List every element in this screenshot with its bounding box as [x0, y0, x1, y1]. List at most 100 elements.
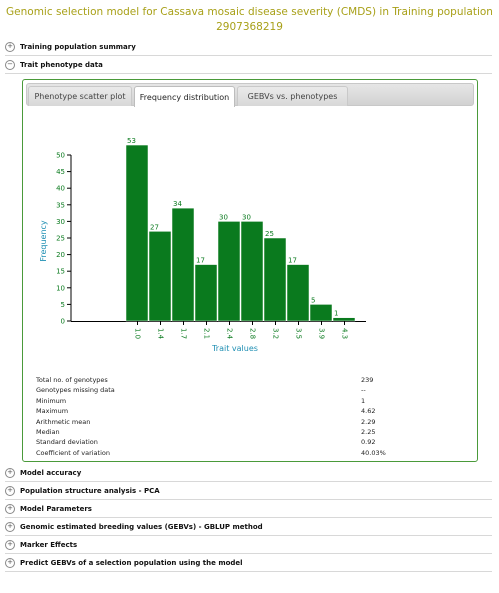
stat-label: Minimum: [36, 396, 67, 405]
plus-circle-icon: +: [5, 485, 15, 496]
stats-table: Total no. of genotypes 239 Genotypes missi…: [36, 376, 436, 459]
stat-row: Arithmetic mean 2.29: [36, 418, 436, 428]
section-training-summary-label: Training population summary: [20, 42, 136, 51]
section-model-parameters[interactable]: + Model Parameters: [5, 500, 492, 518]
plus-circle-icon: +: [5, 503, 15, 514]
bar-value-label: 5: [311, 296, 315, 304]
y-tick-label: 0: [61, 318, 65, 326]
section-gebvs-label: Genomic estimated breeding values (GEBVs…: [20, 522, 263, 531]
bar-value-label: 17: [196, 257, 205, 265]
x-tick-label: 3.9: [318, 328, 326, 339]
y-tick-label: 35: [56, 201, 65, 209]
tab-frequency-distribution[interactable]: Frequency distribution: [134, 86, 235, 107]
x-tick-label: 2.8: [249, 328, 257, 339]
bar: [286, 264, 310, 322]
y-tick-label: 20: [56, 251, 65, 259]
section-model-accuracy[interactable]: + Model accuracy: [5, 464, 492, 482]
bar-value-label: 30: [219, 213, 228, 221]
section-model-accuracy-label: Model accuracy: [20, 468, 82, 477]
stat-row: Total no. of genotypes 239: [36, 376, 436, 386]
bar: [309, 304, 333, 322]
bar-value-label: 53: [127, 137, 136, 145]
stat-value: 2.25: [361, 427, 376, 436]
plus-circle-icon: +: [5, 41, 15, 52]
x-tick-label: 2.1: [203, 328, 211, 339]
section-trait-phenotype[interactable]: − Trait phenotype data: [5, 56, 492, 74]
bar: [217, 221, 241, 322]
bar-value-label: 1: [334, 310, 338, 318]
x-tick-label: 2.4: [226, 328, 234, 340]
stat-label: Genotypes missing data: [36, 386, 115, 395]
x-tick-label: 3.5: [295, 328, 303, 339]
section-predict-gebvs-label: Predict GEBVs of a selection population …: [20, 558, 243, 567]
bar: [148, 231, 172, 322]
bar: [171, 207, 195, 322]
y-tick-label: 15: [56, 268, 65, 276]
page-title: Genomic selection model for Cassava mosa…: [0, 5, 499, 35]
stat-row: Median 2.25: [36, 428, 436, 438]
bar: [240, 221, 264, 322]
minus-circle-icon: −: [5, 59, 15, 70]
y-axis-title: Frequency: [39, 220, 48, 262]
x-tick-label: 1.7: [180, 328, 188, 339]
stat-label: Coefficient of variation: [36, 448, 110, 457]
stat-row: Standard deviation 0.92: [36, 438, 436, 448]
tab-phenotype-scatter-plot[interactable]: Phenotype scatter plot: [28, 86, 132, 106]
bar-value-label: 30: [242, 213, 251, 221]
stat-value: 4.62: [361, 407, 376, 416]
section-predict-gebvs[interactable]: + Predict GEBVs of a selection populatio…: [5, 554, 492, 572]
stat-row: Genotypes missing data --: [36, 386, 436, 396]
stat-value: 40.03%: [361, 448, 386, 457]
x-axis-title: Trait values: [211, 344, 258, 353]
bar-value-label: 25: [265, 230, 274, 238]
stat-label: Total no. of genotypes: [36, 376, 108, 384]
x-tick-label: 4.3: [341, 328, 349, 339]
bar: [263, 237, 287, 322]
bar-value-label: 17: [288, 257, 297, 265]
bar-value-label: 27: [150, 223, 159, 231]
stat-row: Maximum 4.62: [36, 407, 436, 417]
trait-phenotype-panel: [22, 79, 478, 462]
stat-value: 2.29: [361, 417, 376, 426]
tab-gebvs-vs-phenotypes[interactable]: GEBVs vs. phenotypes: [237, 86, 348, 106]
bar: [332, 317, 356, 322]
y-tick-label: 5: [61, 301, 65, 309]
plus-circle-icon: +: [5, 539, 15, 550]
y-tick-label: 30: [56, 218, 65, 226]
stat-row: Minimum 1: [36, 397, 436, 407]
plus-circle-icon: +: [5, 557, 15, 568]
stat-row: Coefficient of variation 40.03%: [36, 449, 436, 459]
plus-circle-icon: +: [5, 521, 15, 532]
section-population-structure-label: Population structure analysis - PCA: [20, 486, 160, 495]
stat-value: 1: [361, 396, 366, 405]
y-tick-label: 40: [56, 185, 65, 193]
section-population-structure[interactable]: + Population structure analysis - PCA: [5, 482, 492, 500]
section-model-parameters-label: Model Parameters: [20, 504, 92, 513]
bar: [125, 144, 149, 322]
stat-label: Standard deviation: [36, 438, 98, 447]
x-tick-label: 3.2: [272, 328, 280, 339]
section-marker-effects[interactable]: + Marker Effects: [5, 536, 492, 554]
stat-label: Maximum: [36, 407, 69, 416]
x-tick-label: 1.0: [134, 328, 142, 339]
y-tick-label: 45: [56, 168, 65, 176]
page-title-line1: Genomic selection model for Cassava mosa…: [6, 6, 493, 18]
y-tick-label: 25: [56, 235, 65, 243]
plus-circle-icon: +: [5, 467, 15, 478]
stat-label: Median: [36, 427, 60, 436]
section-gebvs[interactable]: + Genomic estimated breeding values (GEB…: [5, 518, 492, 536]
page-title-line2: 2907368219: [216, 21, 283, 33]
stat-value: 239: [361, 376, 374, 384]
stat-value: 0.92: [361, 438, 376, 447]
y-tick-label: 10: [56, 284, 65, 292]
x-tick-label: 1.4: [157, 328, 165, 340]
section-trait-phenotype-label: Trait phenotype data: [20, 60, 103, 69]
bar: [194, 264, 218, 322]
section-marker-effects-label: Marker Effects: [20, 540, 78, 549]
stat-label: Arithmetic mean: [36, 417, 91, 426]
y-tick-label: 50: [56, 152, 65, 160]
stat-value: --: [361, 386, 366, 395]
section-training-summary[interactable]: + Training population summary: [5, 38, 492, 56]
bar-value-label: 34: [173, 200, 182, 208]
